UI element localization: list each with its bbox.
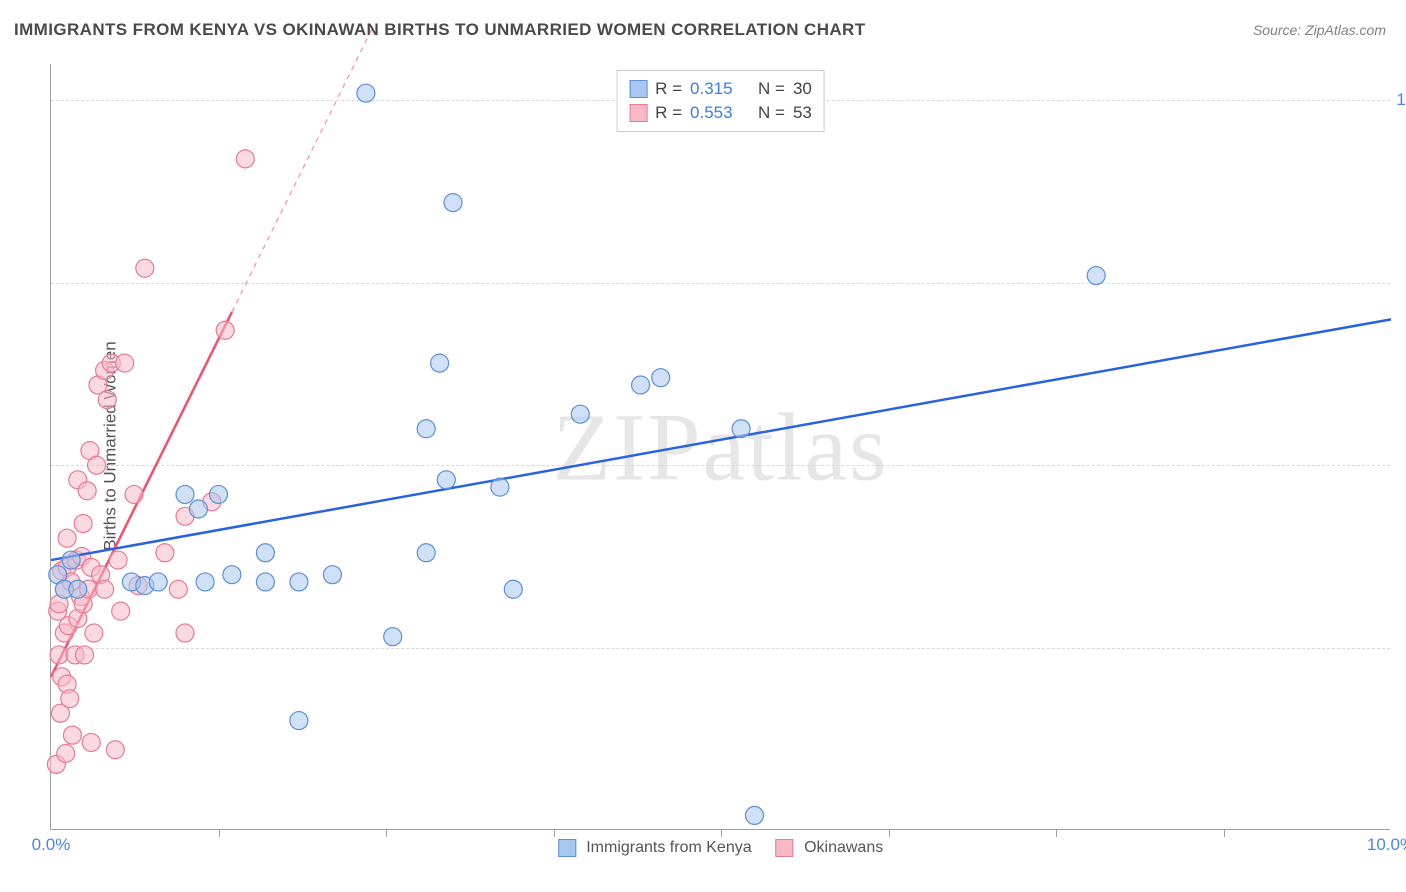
scatter-point — [256, 544, 274, 562]
scatter-point — [431, 354, 449, 372]
x-tick-minor — [386, 829, 387, 837]
legend-item-kenya: Immigrants from Kenya — [558, 839, 752, 857]
scatter-point — [444, 194, 462, 212]
okinawa-r-value: 0.553 — [690, 103, 750, 123]
x-axis-legend: Immigrants from Kenya Okinawans — [558, 839, 883, 857]
r-label: R = — [655, 79, 682, 99]
scatter-point — [78, 482, 96, 500]
scatter-point — [256, 573, 274, 591]
scatter-point — [109, 551, 127, 569]
scatter-point — [746, 806, 764, 824]
n-label: N = — [758, 79, 785, 99]
stats-row-kenya: R = 0.315 N = 30 — [629, 77, 812, 101]
n-label: N = — [758, 103, 785, 123]
scatter-point — [504, 580, 522, 598]
scatter-point — [69, 580, 87, 598]
scatter-point — [632, 376, 650, 394]
scatter-point — [98, 391, 116, 409]
scatter-point — [50, 646, 68, 664]
scatter-point — [236, 150, 254, 168]
scatter-point — [323, 566, 341, 584]
scatter-point — [290, 573, 308, 591]
stats-legend: R = 0.315 N = 30 R = 0.553 N = 53 — [616, 70, 825, 132]
r-label: R = — [655, 103, 682, 123]
scatter-point — [57, 744, 75, 762]
scatter-svg — [51, 64, 1390, 829]
legend-item-okinawa: Okinawans — [776, 839, 884, 857]
scatter-point — [149, 573, 167, 591]
scatter-point — [63, 726, 81, 744]
scatter-point — [196, 573, 214, 591]
legend-swatch-kenya — [629, 80, 647, 98]
scatter-point — [571, 405, 589, 423]
scatter-point — [58, 529, 76, 547]
scatter-point — [189, 500, 207, 518]
x-tick-minor — [1056, 829, 1057, 837]
legend-label-kenya: Immigrants from Kenya — [586, 839, 751, 856]
scatter-point — [210, 485, 228, 503]
scatter-point — [384, 628, 402, 646]
scatter-point — [176, 624, 194, 642]
scatter-point — [88, 456, 106, 474]
scatter-point — [223, 566, 241, 584]
x-tick-label: 10.0% — [1367, 835, 1406, 855]
scatter-point — [357, 84, 375, 102]
okinawa-n-value: 53 — [793, 103, 812, 123]
scatter-point — [216, 321, 234, 339]
kenya-r-value: 0.315 — [690, 79, 750, 99]
scatter-point — [169, 580, 187, 598]
scatter-point — [112, 602, 130, 620]
scatter-point — [85, 624, 103, 642]
scatter-point — [652, 369, 670, 387]
scatter-point — [437, 471, 455, 489]
x-tick-minor — [219, 829, 220, 837]
x-tick-minor — [554, 829, 555, 837]
scatter-point — [491, 478, 509, 496]
scatter-point — [290, 712, 308, 730]
scatter-point — [96, 580, 114, 598]
scatter-point — [156, 544, 174, 562]
legend-swatch-okinawa — [776, 839, 794, 857]
stats-row-okinawa: R = 0.553 N = 53 — [629, 101, 812, 125]
x-tick-minor — [889, 829, 890, 837]
scatter-point — [1087, 267, 1105, 285]
scatter-point — [417, 420, 435, 438]
scatter-point — [116, 354, 134, 372]
kenya-n-value: 30 — [793, 79, 812, 99]
source-attribution: Source: ZipAtlas.com — [1253, 22, 1386, 38]
x-tick-minor — [721, 829, 722, 837]
scatter-point — [106, 741, 124, 759]
x-tick-label: 0.0% — [32, 835, 71, 855]
scatter-point — [62, 551, 80, 569]
legend-label-okinawa: Okinawans — [804, 839, 883, 856]
y-tick-label: 100.0% — [1396, 90, 1406, 110]
scatter-point — [61, 690, 79, 708]
legend-swatch-kenya — [558, 839, 576, 857]
scatter-point — [136, 259, 154, 277]
scatter-point — [76, 646, 94, 664]
x-tick-minor — [1224, 829, 1225, 837]
scatter-point — [417, 544, 435, 562]
scatter-point — [74, 515, 92, 533]
chart-container: IMMIGRANTS FROM KENYA VS OKINAWAN BIRTHS… — [0, 0, 1406, 892]
scatter-point — [732, 420, 750, 438]
plot-area: ZIPatlas 25.0% 50.0% 75.0% 100.0% 0.0% 1… — [50, 64, 1390, 830]
scatter-point — [125, 485, 143, 503]
legend-swatch-okinawa — [629, 104, 647, 122]
scatter-point — [176, 485, 194, 503]
chart-title: IMMIGRANTS FROM KENYA VS OKINAWAN BIRTHS… — [14, 20, 866, 40]
scatter-point — [82, 733, 100, 751]
